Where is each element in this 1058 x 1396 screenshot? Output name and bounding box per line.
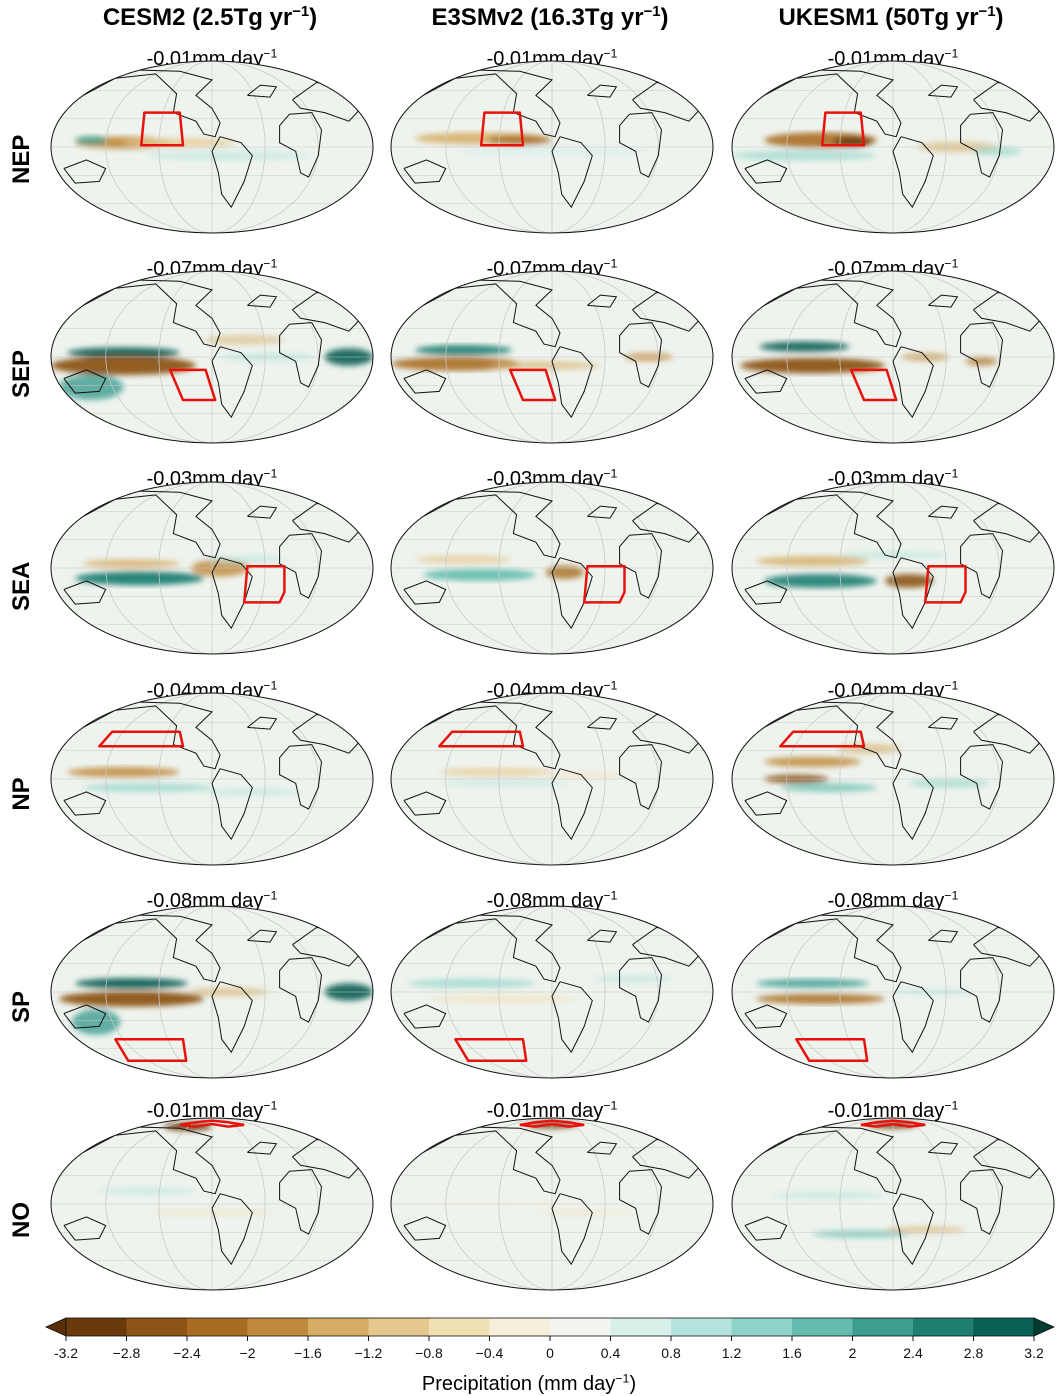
- colorbar-swatch: [792, 1318, 853, 1336]
- colorbar-tick-label: 3.2: [1024, 1345, 1044, 1361]
- colorbar-tick-label: −0.4: [476, 1345, 504, 1361]
- colorbar-swatch: [853, 1318, 914, 1336]
- colorbar-tick-label: -3.2: [54, 1345, 78, 1361]
- colorbar-swatch: [974, 1318, 1035, 1336]
- colorbar-tick-label: 0: [546, 1345, 554, 1361]
- colorbar-swatch: [490, 1318, 551, 1336]
- colorbar-tick-label: 0.4: [601, 1345, 621, 1361]
- colorbar-swatch: [429, 1318, 490, 1336]
- colorbar-tick-label: −2: [240, 1345, 256, 1361]
- colorbar-swatch: [187, 1318, 248, 1336]
- colorbar-swatch: [913, 1318, 974, 1336]
- colorbar-tick-label: 2: [849, 1345, 857, 1361]
- colorbar-swatch: [248, 1318, 309, 1336]
- colorbar-tick-label: −2.8: [113, 1345, 141, 1361]
- colorbar-tick-label: −2.4: [173, 1345, 201, 1361]
- colorbar-swatch: [308, 1318, 369, 1336]
- colorbar-swatch: [66, 1318, 127, 1336]
- colorbar-tick-label: −0.8: [415, 1345, 443, 1361]
- colorbar-swatch: [671, 1318, 732, 1336]
- colorbar-extend-high: [1034, 1318, 1054, 1336]
- colorbar-tick-label: 1.6: [782, 1345, 802, 1361]
- colorbar-swatch: [732, 1318, 793, 1336]
- colorbar-tick-label: 0.8: [661, 1345, 681, 1361]
- colorbar-swatch: [550, 1318, 611, 1336]
- colorbar-tick-label: −1.6: [294, 1345, 322, 1361]
- colorbar-tick-label: 1.2: [722, 1345, 742, 1361]
- colorbar-tick-label: 2.4: [903, 1345, 923, 1361]
- colorbar-extend-low: [46, 1318, 66, 1336]
- colorbar-swatch: [369, 1318, 430, 1336]
- colorbar-tick-label: −1.2: [355, 1345, 383, 1361]
- colorbar-tick-label: 2.8: [964, 1345, 984, 1361]
- colorbar-swatch: [127, 1318, 188, 1336]
- colorbar-swatch: [611, 1318, 672, 1336]
- colorbar-label: Precipitation (mm day−1): [0, 1373, 1058, 1396]
